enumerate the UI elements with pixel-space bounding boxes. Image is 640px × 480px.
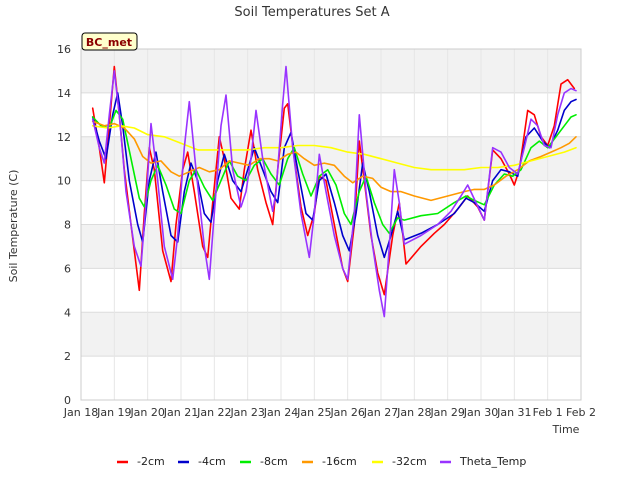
series-lines [91, 65, 577, 318]
station-badge: BC_met [81, 32, 138, 51]
y-tick-label: 14 [57, 87, 71, 100]
series-line-32cm [91, 125, 577, 171]
series-line-8cm [91, 109, 577, 235]
x-tick-label: Jan 27 [363, 406, 398, 419]
x-tick-label: Jan 23 [229, 406, 264, 419]
y-tick-label: 10 [57, 175, 71, 188]
x-tick-label: Jan 26 [329, 406, 364, 419]
legend-label: -32cm [392, 455, 427, 468]
y-tick-label: 16 [57, 43, 71, 56]
x-tick-label: Jan 18 [63, 406, 98, 419]
x-tick-label: Feb 2 [566, 406, 596, 419]
x-tick-label: Jan 28 [396, 406, 431, 419]
y-tick-label: 12 [57, 131, 71, 144]
legend-label: Theta_Temp [459, 455, 526, 468]
y-tick-label: 4 [64, 306, 71, 319]
x-tick-label: Feb 1 [533, 406, 563, 419]
x-axis-label: Time [552, 423, 580, 436]
x-tick-label: Jan 31 [496, 406, 531, 419]
x-tick-label: Jan 24 [263, 406, 298, 419]
y-axis-ticks: 0 2 4 6 8 10 12 14 16 [57, 43, 71, 407]
y-tick-label: 8 [64, 219, 71, 232]
station-badge-box [81, 32, 138, 51]
plot-band [81, 312, 581, 357]
x-tick-label: Jan 29 [429, 406, 464, 419]
station-badge-label: BC_met [86, 36, 132, 49]
chart-title: Soil Temperatures Set A [234, 5, 389, 20]
series-line-4cm [91, 92, 577, 259]
legend-label: -16cm [322, 455, 357, 468]
y-tick-label: 2 [64, 350, 71, 363]
legend: -2cm -4cm -8cm -16cm -32cm Theta_Temp [117, 455, 526, 468]
y-tick-label: 0 [64, 394, 71, 407]
plot-band [81, 49, 581, 93]
plot-border [80, 48, 582, 401]
series-line-2cm [91, 65, 576, 296]
plot-band [81, 224, 581, 269]
x-tick-label: Jan 20 [129, 406, 164, 419]
x-tick-label: Jan 22 [196, 406, 231, 419]
gridlines [80, 48, 582, 401]
series-line-16cm [91, 120, 577, 202]
series-line-thetatemp [91, 65, 577, 318]
legend-label: -2cm [137, 455, 165, 468]
legend-label: -8cm [260, 455, 288, 468]
y-axis-label: Soil Temperature (C) [7, 170, 20, 283]
y-tick-label: 6 [64, 262, 71, 275]
x-tick-label: Jan 25 [296, 406, 331, 419]
x-tick-label: Jan 21 [163, 406, 198, 419]
x-tick-label: Jan 30 [463, 406, 498, 419]
legend-label: -4cm [198, 455, 226, 468]
x-tick-label: Jan 19 [96, 406, 131, 419]
